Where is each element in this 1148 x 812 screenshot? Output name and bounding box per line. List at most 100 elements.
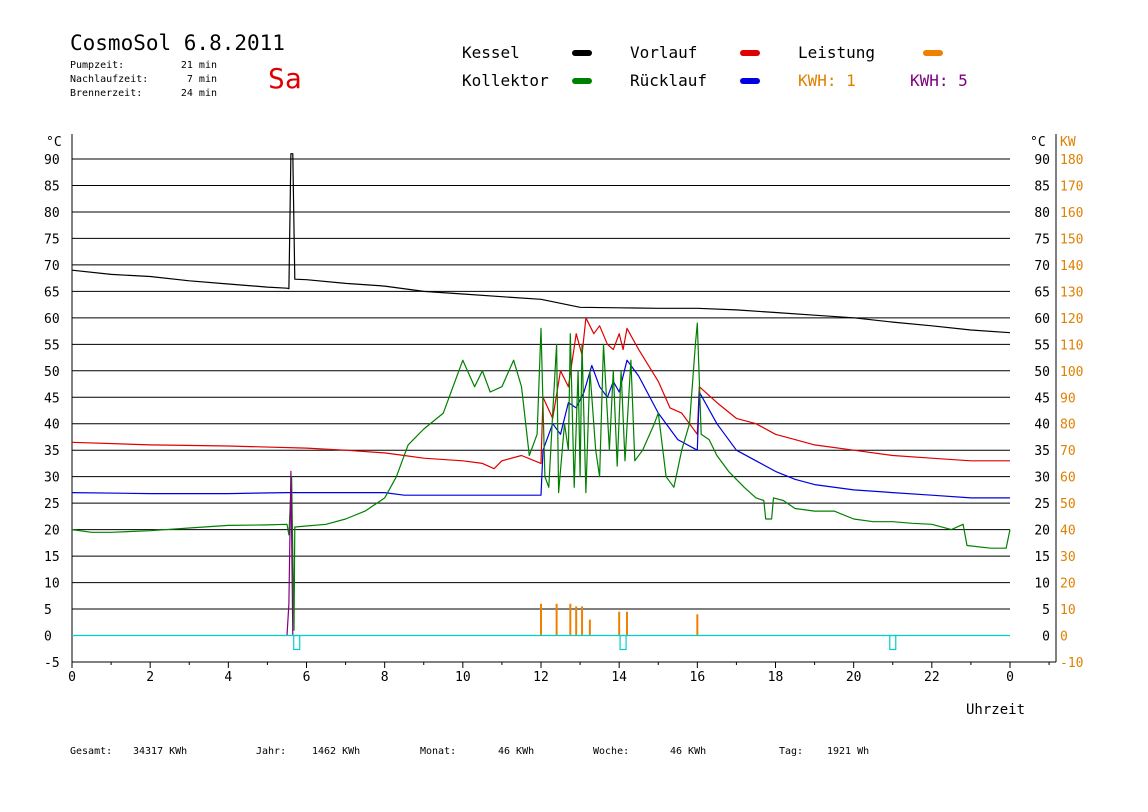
x-tick-label: 12 bbox=[533, 670, 549, 685]
x-tick-label: 2 bbox=[146, 670, 154, 685]
y-tick-label-right: 25 bbox=[1034, 497, 1050, 512]
footer-tag-value: 1921 Wh bbox=[827, 746, 869, 757]
legend-label-kollektor: Kollektor bbox=[462, 71, 549, 90]
y-tick-label-left: 30 bbox=[44, 471, 60, 486]
y-tick-label-left: 25 bbox=[44, 497, 60, 512]
y-tick-label-right: 50 bbox=[1034, 365, 1050, 380]
y-tick-label-left: 20 bbox=[44, 524, 60, 539]
y-tick-label-left: 55 bbox=[44, 338, 60, 353]
y-tick-label-kw: 60 bbox=[1060, 471, 1076, 486]
y-tick-label-right: 70 bbox=[1034, 259, 1050, 274]
brennerzeit-value: 24 min bbox=[181, 88, 217, 99]
y-tick-label-right: 45 bbox=[1034, 391, 1050, 406]
y-tick-label-kw: 120 bbox=[1060, 312, 1083, 327]
footer-gesamt-value: 34317 KWh bbox=[133, 746, 187, 757]
y-tick-label-right: 20 bbox=[1034, 524, 1050, 539]
y-tick-label-right: 40 bbox=[1034, 418, 1050, 433]
brenner-pulse bbox=[619, 634, 627, 651]
legend-label-vorlauf: Vorlauf bbox=[630, 43, 697, 62]
x-tick-label: 4 bbox=[224, 670, 232, 685]
title-group: CosmoSol 6.8.2011 Sa Pumpzeit: 21 min Na… bbox=[70, 31, 302, 99]
y-tick-label-right: 10 bbox=[1034, 577, 1050, 592]
y-tick-label-left: 90 bbox=[44, 153, 60, 168]
footer-jahr-label: Jahr: bbox=[256, 746, 286, 757]
y-tick-label-left: 45 bbox=[44, 391, 60, 406]
nachlaufzeit-value: 7 min bbox=[187, 74, 217, 85]
x-tick-label: 20 bbox=[846, 670, 862, 685]
y-tick-label-left: 65 bbox=[44, 285, 60, 300]
y-tick-label-kw: 70 bbox=[1060, 444, 1076, 459]
y-tick-label-left: 5 bbox=[44, 603, 52, 618]
x-tick-label: 0 bbox=[1006, 670, 1014, 685]
y-tick-label-kw: 100 bbox=[1060, 365, 1083, 380]
y-tick-label-right: 80 bbox=[1034, 206, 1050, 221]
y-tick-label-kw: 40 bbox=[1060, 524, 1076, 539]
y-axis-label-right: °C bbox=[1030, 135, 1046, 150]
nachlaufzeit-label: Nachlaufzeit: bbox=[70, 74, 148, 85]
y-tick-label-kw: 30 bbox=[1060, 550, 1076, 565]
y-tick-label-right: 75 bbox=[1034, 232, 1050, 247]
footer-tag-label: Tag: bbox=[779, 746, 803, 757]
legend-label-kessel: Kessel bbox=[462, 43, 520, 62]
y-tick-label-kw: 170 bbox=[1060, 179, 1083, 194]
y-tick-label-kw: 0 bbox=[1060, 630, 1068, 645]
legend-label-ruecklauf: Rücklauf bbox=[630, 71, 707, 90]
y-tick-label-left: 10 bbox=[44, 577, 60, 592]
x-tick-label: 0 bbox=[68, 670, 76, 685]
legend-label-kwh5: KWH: 5 bbox=[910, 71, 968, 90]
y-axis-label-kw: KW bbox=[1060, 135, 1076, 150]
y-tick-label-left: -5 bbox=[44, 656, 60, 671]
y-tick-label-kw: 20 bbox=[1060, 577, 1076, 592]
y-tick-label-kw: 80 bbox=[1060, 418, 1076, 433]
y-tick-labels-kw: -10 0 10 20 30 40 50 60 70 80 90 100 110 120 130 140 150… bbox=[1060, 153, 1083, 671]
footer-jahr-value: 1462 KWh bbox=[312, 746, 360, 757]
y-tick-label-right: 35 bbox=[1034, 444, 1050, 459]
y-axis-label-left: °C bbox=[46, 135, 62, 150]
y-tick-label-kw: 140 bbox=[1060, 259, 1083, 274]
y-tick-label-kw: 90 bbox=[1060, 391, 1076, 406]
series-line-kwh-5 bbox=[286, 470, 294, 636]
y-tick-label-right: 85 bbox=[1034, 179, 1050, 194]
y-tick-label-right: 60 bbox=[1034, 312, 1050, 327]
y-tick-labels-right: 0 5 10 15 20 25 30 35 40 45 50 55 60 65 70 75 80 85 90 bbox=[1034, 153, 1050, 645]
x-axis-label: Uhrzeit bbox=[966, 702, 1025, 718]
series-line-r-cklauf bbox=[71, 359, 1010, 499]
footer-monat-label: Monat: bbox=[420, 746, 456, 757]
y-tick-label-left: 35 bbox=[44, 444, 60, 459]
series-line-kollektor bbox=[71, 322, 1011, 631]
series-line-kessel bbox=[71, 153, 1011, 334]
x-tick-label: 16 bbox=[690, 670, 706, 685]
footer-totals: Gesamt: 34317 KWh Jahr: 1462 KWh Monat: … bbox=[70, 746, 869, 757]
x-tick-label: 22 bbox=[924, 670, 940, 685]
y-tick-label-right: 0 bbox=[1042, 630, 1050, 645]
legend: Kessel Vorlauf Leistung Kollektor Rückla… bbox=[462, 43, 968, 90]
footer-woche-label: Woche: bbox=[593, 746, 629, 757]
brenner-pulse bbox=[293, 634, 301, 651]
y-tick-label-left: 50 bbox=[44, 365, 60, 380]
x-tick-label: 6 bbox=[303, 670, 311, 685]
y-tick-label-left: 85 bbox=[44, 179, 60, 194]
y-tick-label-left: 70 bbox=[44, 259, 60, 274]
pumpzeit-value: 21 min bbox=[181, 60, 217, 71]
x-tick-label: 10 bbox=[455, 670, 471, 685]
y-tick-label-kw: -10 bbox=[1060, 656, 1083, 671]
pumpzeit-label: Pumpzeit: bbox=[70, 60, 124, 71]
footer-woche-value: 46 KWh bbox=[670, 746, 706, 757]
legend-label-leistung: Leistung bbox=[798, 43, 875, 62]
y-tick-label-kw: 180 bbox=[1060, 153, 1083, 168]
footer-monat-value: 46 KWh bbox=[498, 746, 534, 757]
gridlines bbox=[71, 134, 1057, 668]
x-tick-label: 14 bbox=[611, 670, 627, 685]
y-tick-label-kw: 10 bbox=[1060, 603, 1076, 618]
y-tick-label-left: 15 bbox=[44, 550, 60, 565]
x-tick-label: 18 bbox=[768, 670, 784, 685]
series-line-vorlauf bbox=[71, 317, 1010, 470]
y-tick-label-right: 90 bbox=[1034, 153, 1050, 168]
x-tick-labels: 0 2 4 6 8 10 12 14 16 18 20 22 0 bbox=[68, 670, 1014, 685]
y-tick-label-kw: 160 bbox=[1060, 206, 1083, 221]
y-tick-label-left: 75 bbox=[44, 232, 60, 247]
y-tick-label-kw: 110 bbox=[1060, 338, 1083, 353]
y-tick-label-right: 30 bbox=[1034, 471, 1050, 486]
legend-label-kwh1: KWH: 1 bbox=[798, 71, 856, 90]
